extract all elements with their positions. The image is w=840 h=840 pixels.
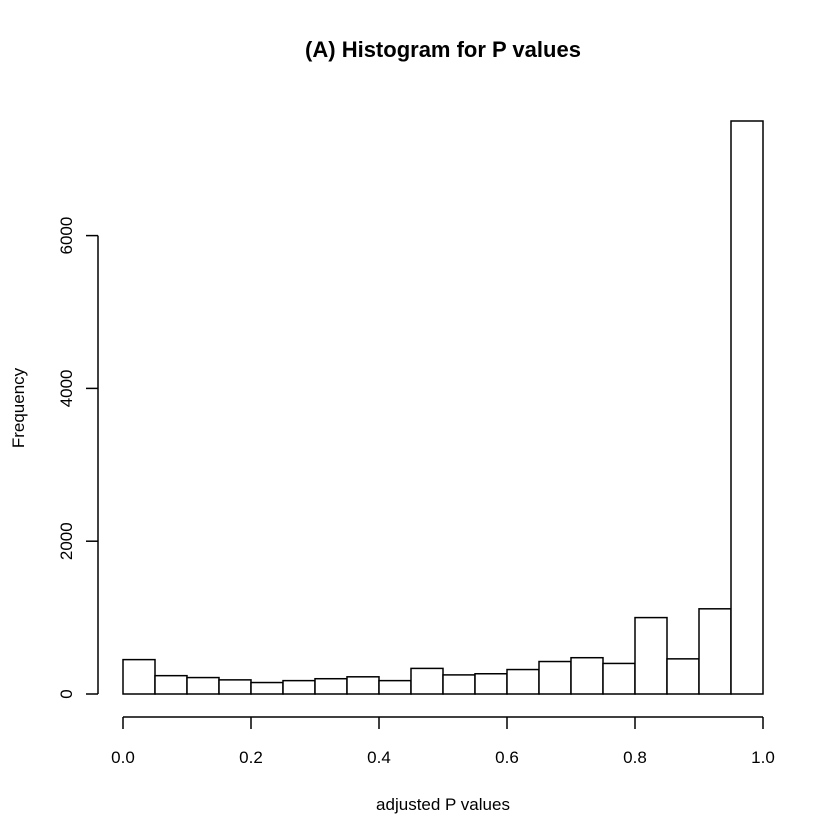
histogram-bar <box>282 679 316 695</box>
histogram-bar <box>378 679 412 695</box>
x-tick-label: 0.8 <box>623 748 647 767</box>
x-tick-label: 1.0 <box>751 748 775 767</box>
histogram-bar <box>250 681 284 695</box>
histogram-bar <box>538 660 572 695</box>
histogram-bar <box>218 679 252 695</box>
x-axis-label: adjusted P values <box>376 795 510 814</box>
histogram-bar <box>474 673 508 695</box>
x-axis: 0.0 0.2 0.4 0.6 0.8 1.0 <box>111 716 775 767</box>
histogram-bar <box>186 676 220 695</box>
x-tick-label: 0.0 <box>111 748 135 767</box>
histogram-bar <box>698 608 732 695</box>
y-tick-label: 0 <box>57 689 76 698</box>
histogram-bar <box>442 674 476 695</box>
y-tick-label: 4000 <box>57 369 76 407</box>
histogram-bar <box>410 667 444 695</box>
bars-group <box>122 120 764 695</box>
x-tick-label: 0.2 <box>239 748 263 767</box>
y-axis-label: Frequency <box>9 367 28 448</box>
histogram-bar <box>346 676 380 695</box>
x-tick-label: 0.4 <box>367 748 391 767</box>
histogram-bar <box>570 656 604 695</box>
y-tick-label: 2000 <box>57 522 76 560</box>
histogram-bar <box>666 658 700 695</box>
chart-title: (A) Histogram for P values <box>305 37 581 62</box>
histogram-bar <box>314 677 348 695</box>
histogram-bar <box>602 662 636 695</box>
histogram-bar <box>506 668 540 695</box>
histogram-bar <box>154 674 188 695</box>
histogram-bar <box>634 616 668 695</box>
y-tick-label: 6000 <box>57 217 76 255</box>
histogram-bar <box>730 120 764 695</box>
x-tick-label: 0.6 <box>495 748 519 767</box>
y-axis: 0 2000 4000 6000 <box>57 217 99 699</box>
histogram-bar <box>122 658 156 695</box>
